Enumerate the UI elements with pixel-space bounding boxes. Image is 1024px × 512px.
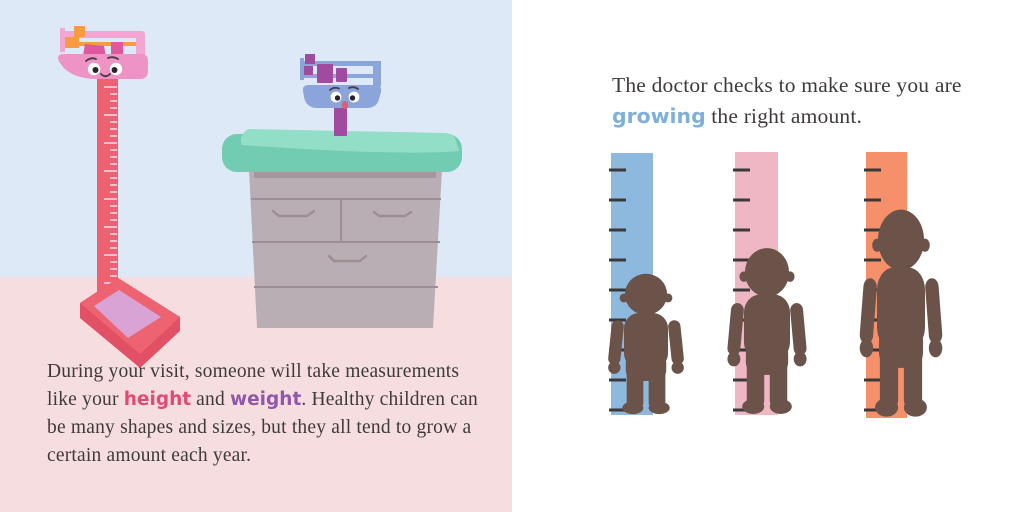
scale-base-platform [94, 290, 161, 338]
table-scale-weight-large [317, 64, 333, 83]
heading-line: The doctor checks to make sure you are [612, 70, 972, 101]
table-scale-left-pupil [334, 95, 341, 101]
highlighted-word: growing [612, 104, 706, 128]
heading-text: The doctor checks to make sure you are g… [612, 70, 972, 132]
body-text-line: be many shapes and sizes, but they all t… [47, 414, 497, 442]
text-segment: like your [47, 389, 124, 410]
table-cabinet-shadow [254, 168, 436, 178]
table-scale-post-front [334, 108, 347, 136]
table-scale-left-post [300, 58, 304, 80]
left-page: During your visit, someone will take mea… [0, 0, 512, 512]
exam-table-illustration [222, 100, 462, 328]
scale-face [85, 56, 123, 78]
scale-slider-weight-bottom [65, 37, 79, 48]
table-scale-face [329, 86, 360, 109]
table-scale-weight-tiny-bottom [304, 66, 313, 75]
scale-smile [100, 73, 111, 78]
body-text-line: certain amount each year. [47, 442, 497, 470]
table-scale-illustration [300, 54, 382, 136]
scale-beam-right-hook [136, 32, 145, 60]
text-segment: . Healthy children can [301, 389, 478, 410]
table-scale-left-eyebrow [329, 86, 340, 91]
highlighted-word: weight [230, 389, 302, 410]
right-page: The doctor checks to make sure you are g… [512, 0, 1024, 512]
text-segment: the right amount. [705, 104, 863, 128]
table-cabinet [249, 170, 442, 328]
drawer-handle-top-left [271, 209, 316, 218]
scale-slider-weight-top [74, 26, 85, 37]
table-cushion-top [240, 129, 459, 153]
text-segment: certain amount each year. [47, 445, 252, 466]
doctor-office-illustration [0, 0, 512, 512]
text-segment: During your visit, someone will take mea… [47, 361, 460, 382]
table-scale-weight-small [336, 68, 347, 82]
scale-beam-rod [66, 42, 142, 46]
growth-chart-illustration [607, 152, 943, 418]
body-text: During your visit, someone will take mea… [47, 358, 497, 470]
text-segment: be many shapes and sizes, but they all t… [47, 417, 472, 438]
highlighted-word: height [123, 389, 192, 410]
scale-head [58, 54, 148, 79]
drawer-handle-middle [327, 254, 368, 263]
scale-beam-left-post [60, 28, 65, 52]
scale-right-eyebrow [107, 56, 119, 60]
drawer-handle-top-right [372, 210, 413, 218]
scale-right-pupil [111, 67, 118, 73]
body-text-line: like your height and weight. Healthy chi… [47, 386, 497, 414]
standing-scale-illustration [58, 26, 180, 368]
table-scale-right-eyebrow [348, 86, 359, 90]
scale-left-pupil [92, 67, 99, 73]
text-segment: and [191, 389, 231, 410]
scale-left-eyebrow [85, 57, 97, 62]
scale-pole-ruler-ticks [104, 86, 117, 291]
table-scale-mouth [341, 101, 349, 109]
text-segment: The doctor checks to make sure you are [612, 73, 962, 97]
table-scale-right-pupil [349, 95, 356, 101]
table-scale-right-hook [373, 61, 381, 87]
table-scale-weight-tiny-top [305, 54, 315, 64]
table-scale-head [302, 85, 382, 108]
heading-line: growing the right amount. [612, 101, 972, 132]
drawer-divider-lines [251, 198, 441, 288]
body-text-line: During your visit, someone will take mea… [47, 358, 497, 386]
table-scale-beam-top [302, 61, 381, 66]
